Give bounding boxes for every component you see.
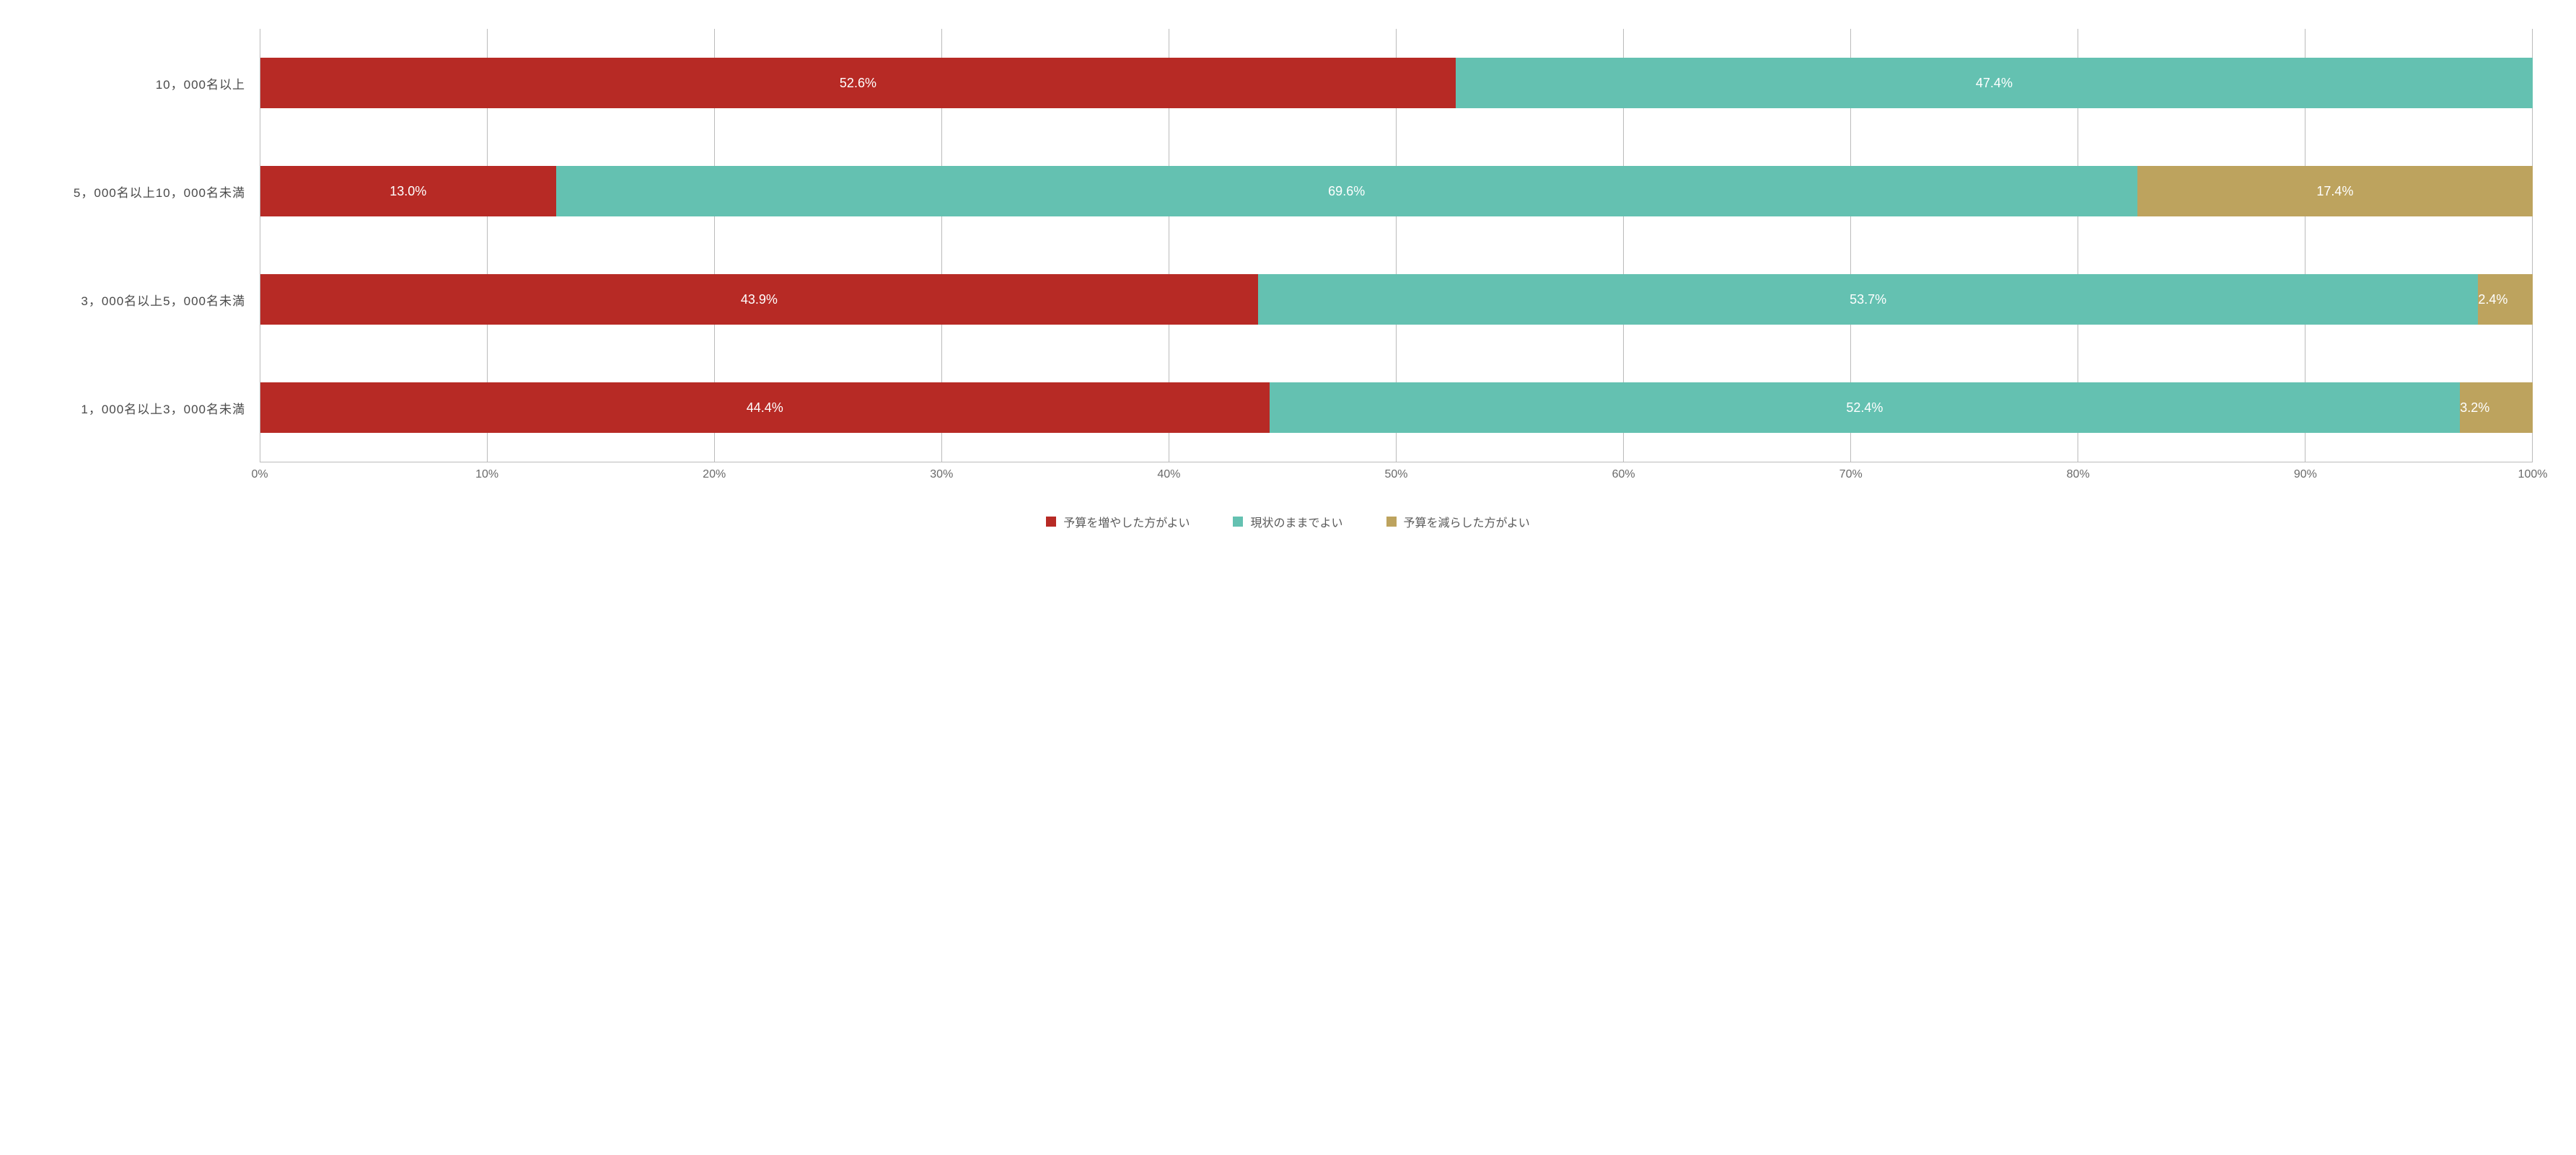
bar-value-label: 13.0%: [390, 184, 426, 199]
x-axis-tick: 0%: [251, 468, 268, 481]
legend-label: 予算を減らした方がよい: [1404, 513, 1530, 530]
bar-segment-increase: 13.0%: [260, 166, 556, 216]
bar-slot: 44.4% 52.4% 3.2%: [260, 353, 2533, 462]
bar-segment-same: 52.4%: [1270, 382, 2461, 433]
x-axis-tick: 40%: [1157, 468, 1180, 481]
legend-swatch: [1386, 517, 1397, 527]
bar-segment-increase: 43.9%: [260, 274, 1258, 325]
y-axis-label: 5，000名以上10，000名未満: [43, 137, 260, 245]
x-axis: 0%10%20%30%40%50%60%70%80%90%100%: [260, 462, 2533, 491]
bar-segment-decrease: 2.4%: [2478, 274, 2533, 325]
x-axis-tick: 80%: [2067, 468, 2090, 481]
x-axis-tick: 20%: [703, 468, 726, 481]
bar-slot: 43.9% 53.7% 2.4%: [260, 245, 2533, 353]
x-axis-tick: 50%: [1384, 468, 1407, 481]
bar-segment-decrease: 3.2%: [2460, 382, 2533, 433]
x-axis-tick: 70%: [1839, 468, 1863, 481]
bar-value-label: 3.2%: [2460, 400, 2489, 416]
y-axis-label: 1，000名以上3，000名未満: [43, 353, 260, 462]
bar-value-label: 69.6%: [1328, 184, 1365, 199]
bar-value-label: 52.6%: [840, 76, 876, 91]
bar-segment-same: 69.6%: [556, 166, 2137, 216]
legend-item: 予算を減らした方がよい: [1386, 513, 1530, 530]
legend-swatch: [1233, 517, 1243, 527]
x-axis-tick: 60%: [1612, 468, 1635, 481]
bar-slot: 52.6% 47.4%: [260, 29, 2533, 137]
bar-value-label: 47.4%: [1976, 76, 2013, 91]
stacked-bar: 52.6% 47.4%: [260, 58, 2533, 108]
x-axis-tick: 10%: [475, 468, 498, 481]
bar-segment-same: 53.7%: [1258, 274, 2479, 325]
plot-area: 52.6%47.4%13.0%69.6%17.4%43.9%53.7%2.4%4…: [260, 29, 2533, 462]
legend-swatch: [1046, 517, 1056, 527]
bar-value-label: 2.4%: [2478, 292, 2507, 307]
bar-value-label: 52.4%: [1846, 400, 1883, 416]
y-axis-label: 3，000名以上5，000名未満: [43, 245, 260, 353]
bar-segment-decrease: 17.4%: [2137, 166, 2533, 216]
bar-value-label: 53.7%: [1850, 292, 1886, 307]
bar-segment-same: 47.4%: [1456, 58, 2533, 108]
legend-label: 予算を増やした方がよい: [1063, 513, 1190, 530]
stacked-bar: 44.4% 52.4% 3.2%: [260, 382, 2533, 433]
legend-item: 予算を増やした方がよい: [1046, 513, 1190, 530]
y-axis-label: 10，000名以上: [43, 29, 260, 137]
legend-label: 現状のままでよい: [1250, 513, 1342, 530]
x-axis-tick: 90%: [2294, 468, 2317, 481]
legend: 予算を増やした方がよい 現状のままでよい 予算を減らした方がよい: [43, 513, 2533, 530]
y-axis-labels: 10，000名以上5，000名以上10，000名未満3，000名以上5，000名…: [43, 29, 260, 462]
stacked-bar: 43.9% 53.7% 2.4%: [260, 274, 2533, 325]
stacked-bar-chart: 10，000名以上5，000名以上10，000名未満3，000名以上5，000名…: [43, 29, 2533, 530]
stacked-bar: 13.0% 69.6% 17.4%: [260, 166, 2533, 216]
bars-container: 52.6%47.4%13.0%69.6%17.4%43.9%53.7%2.4%4…: [260, 29, 2533, 462]
bar-value-label: 17.4%: [2316, 184, 2353, 199]
bar-value-label: 44.4%: [747, 400, 783, 416]
bar-segment-increase: 52.6%: [260, 58, 1456, 108]
bar-segment-increase: 44.4%: [260, 382, 1270, 433]
bar-slot: 13.0% 69.6% 17.4%: [260, 137, 2533, 245]
bar-value-label: 43.9%: [741, 292, 778, 307]
x-axis-tick: 100%: [2518, 468, 2548, 481]
x-axis-tick: 30%: [930, 468, 953, 481]
legend-item: 現状のままでよい: [1233, 513, 1342, 530]
